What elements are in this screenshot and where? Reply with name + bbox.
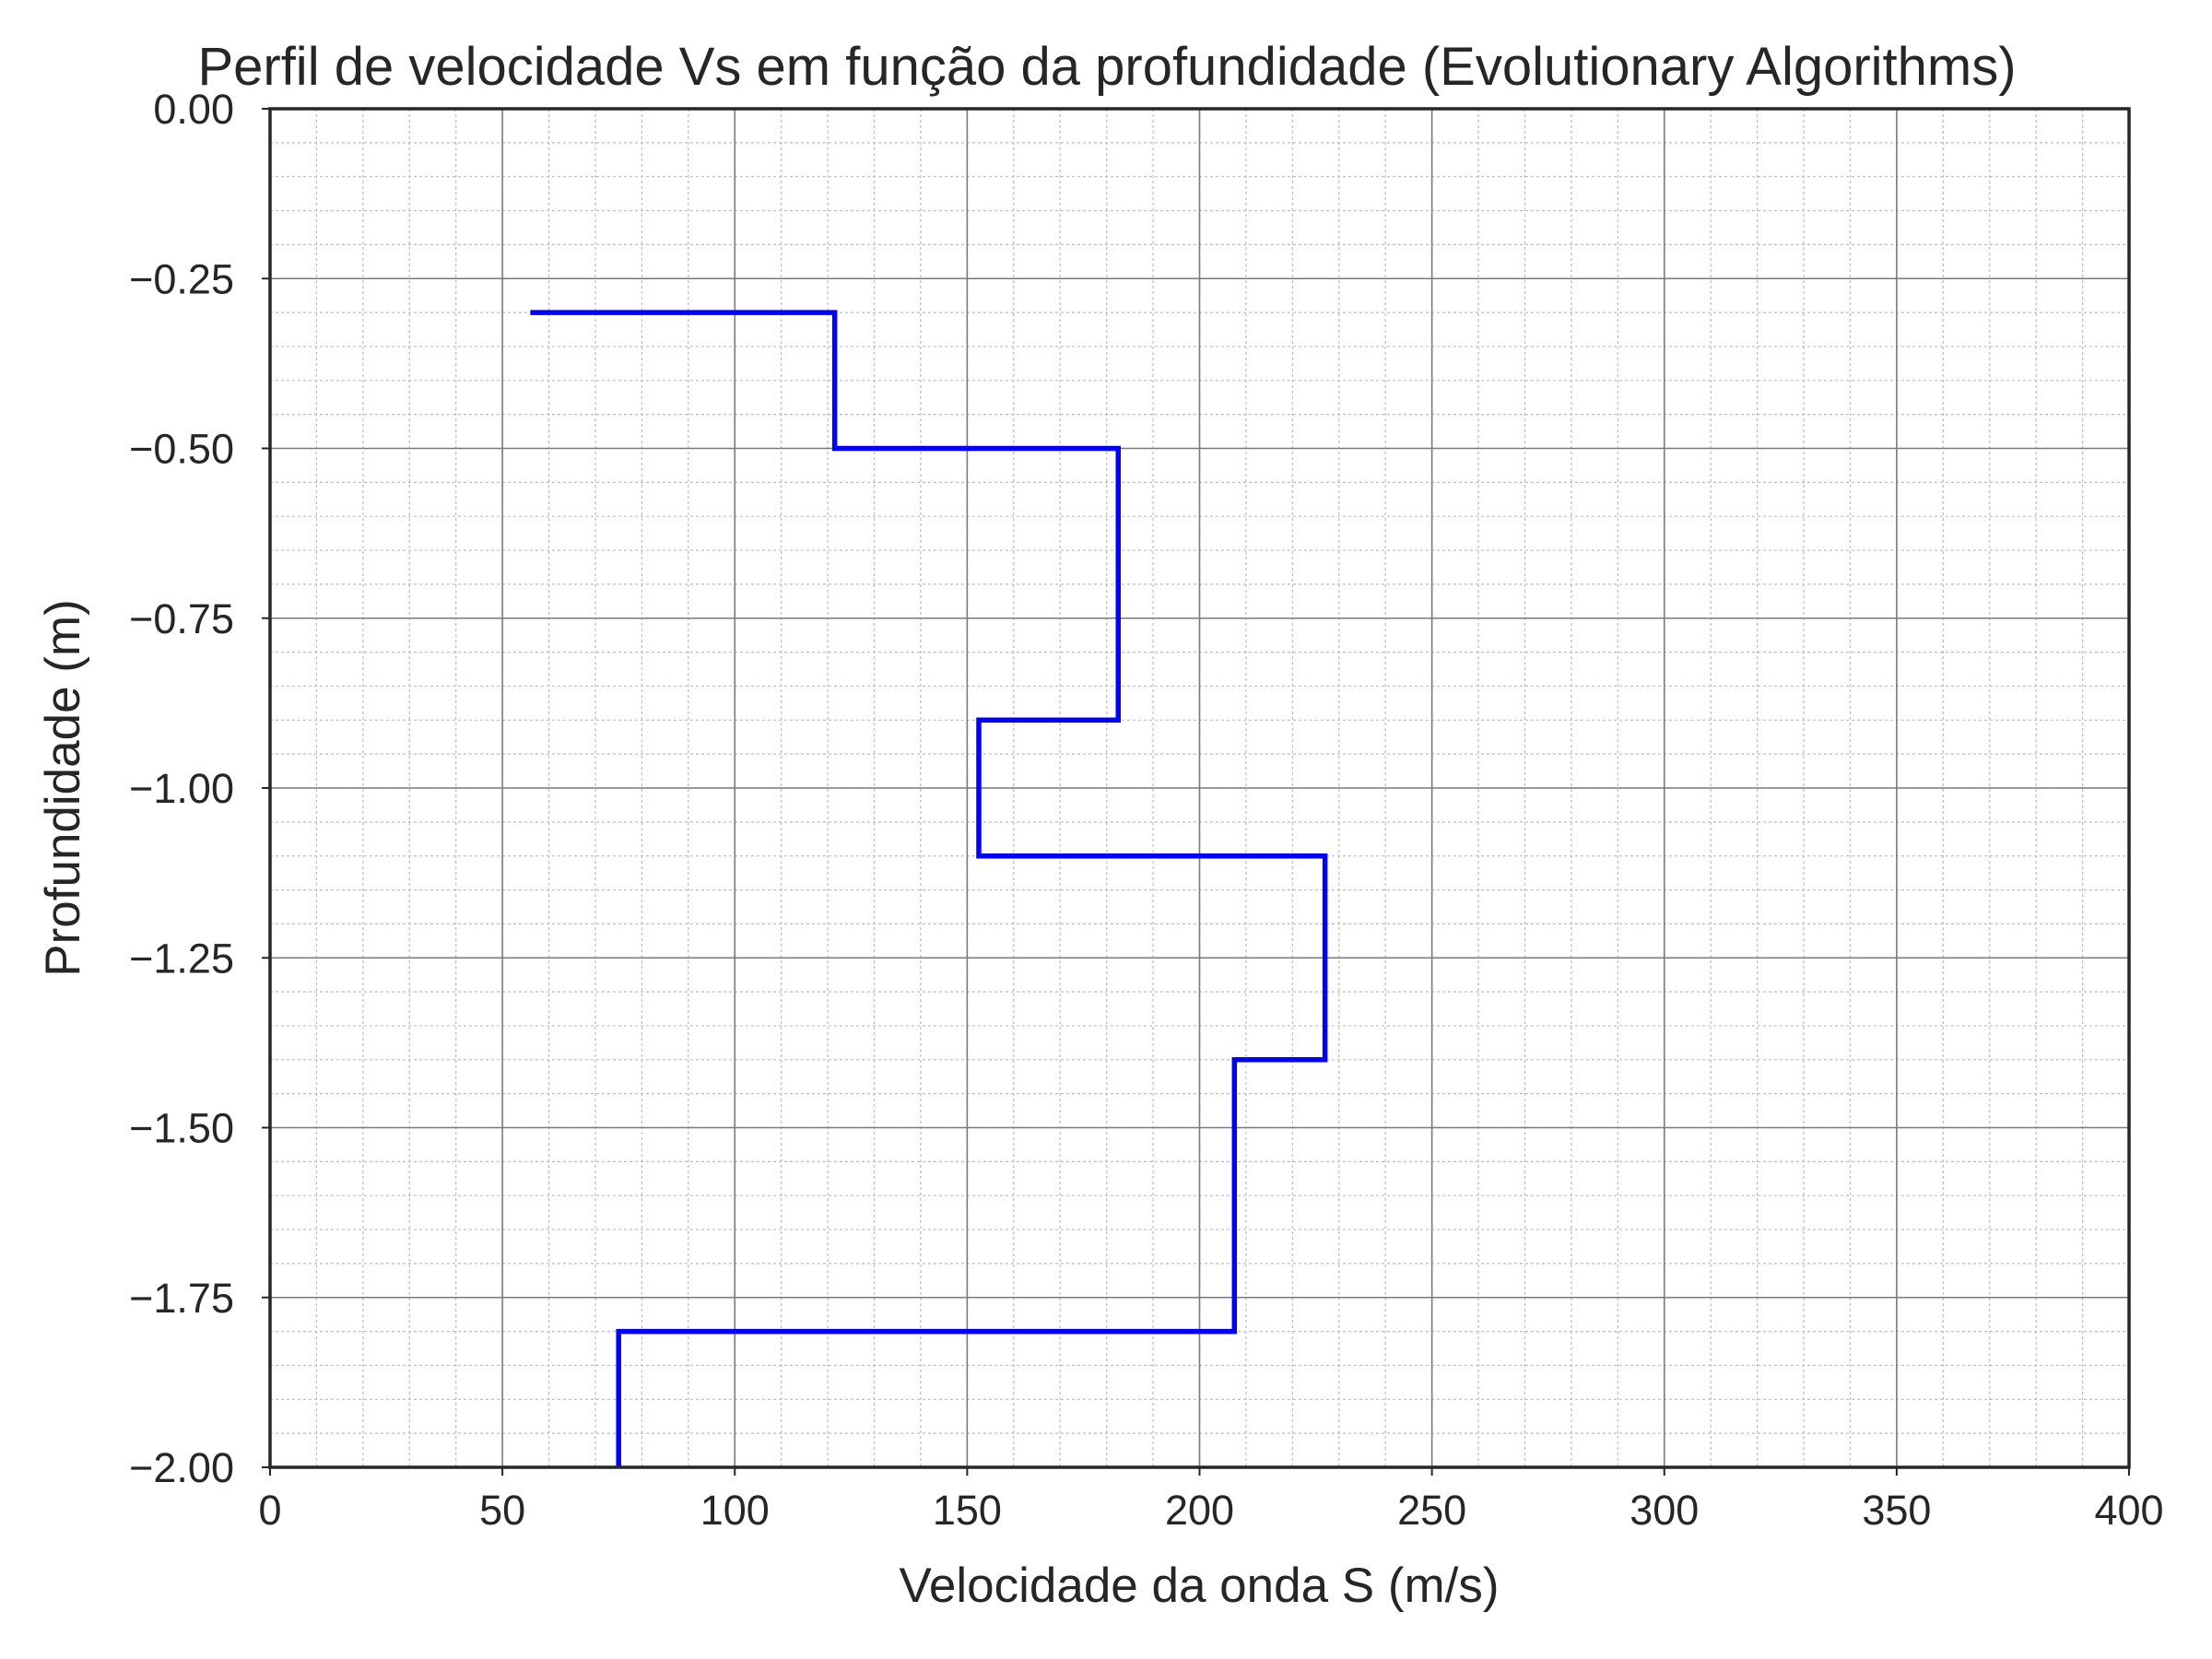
y-tick-label: −2.00 bbox=[129, 1444, 234, 1491]
y-tick-label: −0.50 bbox=[129, 426, 234, 473]
x-tick-label: 50 bbox=[479, 1487, 525, 1534]
x-tick-label: 300 bbox=[1630, 1487, 1699, 1534]
x-tick-label: 0 bbox=[258, 1487, 281, 1534]
y-tick-label: −0.25 bbox=[129, 255, 234, 302]
y-axis-label: Profundidade (m) bbox=[36, 599, 90, 976]
y-tick-label: −1.50 bbox=[129, 1105, 234, 1152]
y-tick-labels: 0.00−0.25−0.50−0.75−1.00−1.25−1.50−1.75−… bbox=[129, 86, 234, 1491]
x-tick-label: 250 bbox=[1397, 1487, 1466, 1534]
x-tick-label: 200 bbox=[1165, 1487, 1234, 1534]
x-tick-label: 100 bbox=[700, 1487, 770, 1534]
chart-title: Perfil de velocidade Vs em função da pro… bbox=[197, 37, 2016, 97]
x-tick-label: 400 bbox=[2094, 1487, 2163, 1534]
x-tick-label: 150 bbox=[933, 1487, 1002, 1534]
y-tick-label: −1.75 bbox=[129, 1275, 234, 1322]
x-axis-label: Velocidade da onda S (m/s) bbox=[899, 1559, 1499, 1613]
y-tick-label: −1.00 bbox=[129, 765, 234, 812]
y-tick-label: −0.75 bbox=[129, 595, 234, 642]
x-tick-label: 350 bbox=[1862, 1487, 1931, 1534]
y-tick-label: −1.25 bbox=[129, 935, 234, 982]
